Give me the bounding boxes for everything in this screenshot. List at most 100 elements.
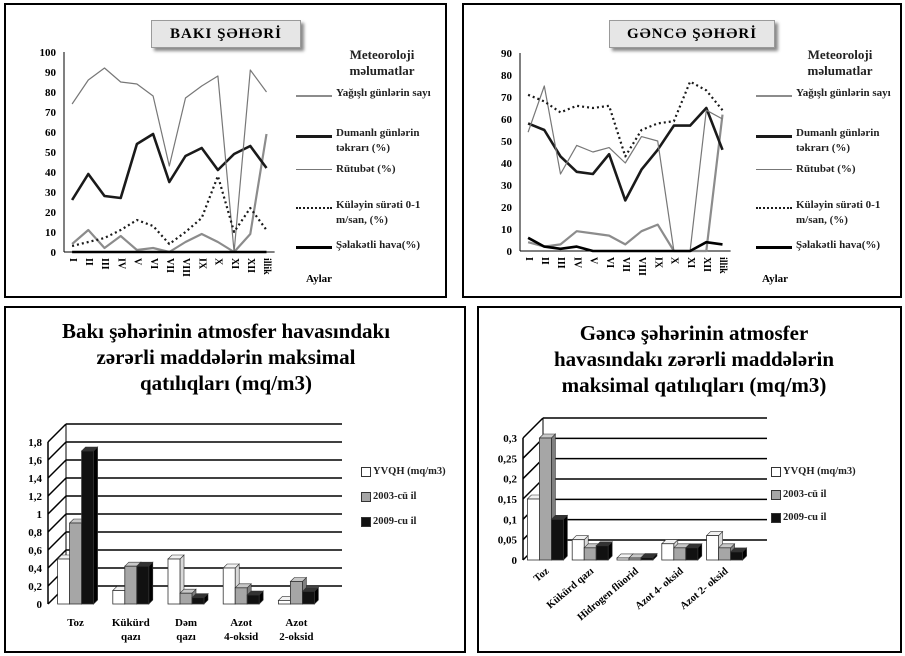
y-tick-label: 0,05 — [498, 535, 518, 547]
legend-line-rainy-days — [756, 95, 792, 97]
gridline — [47, 531, 67, 551]
bar-hidrogen-fl-orid-2009-cu-il — [640, 557, 654, 561]
x-tick-label: IX — [196, 258, 207, 270]
x-tick-label: XII — [245, 258, 256, 273]
x-tick-label: X — [669, 257, 680, 265]
y-tick-label: 50 — [45, 147, 57, 159]
series-line-r-tub-t — [71, 67, 267, 253]
y-tick-label: 1,4 — [28, 473, 42, 485]
bar-k-k-rd-qaz-2009-cu-il — [595, 545, 609, 561]
y-tick-label: 0 — [512, 555, 518, 567]
legend-line-foggy-days — [756, 135, 792, 138]
y-tick-label: 20 — [45, 207, 57, 219]
gridline — [47, 459, 67, 479]
legend-line-rainy-days — [296, 95, 332, 97]
x-tick-label: XI — [685, 257, 696, 268]
legend-label-humidity: Rütubət (%) — [796, 163, 856, 175]
legend-item-yvqh: YVQH (mq/m3) — [361, 466, 446, 477]
legend-label-humidity: Rütubət (%) — [336, 163, 396, 175]
y-tick-label: 0,3 — [503, 433, 517, 445]
y-tick-label: 10 — [501, 224, 513, 236]
legend-line-wind-speed — [756, 207, 792, 209]
gence-meteo-chart: GƏNCƏ ŞƏHƏRİ 0 10 20 30 40 50 60 70 80 90 I II III IV… — [462, 3, 902, 298]
y-tick-label: 30 — [501, 180, 513, 192]
bar-side — [563, 514, 568, 561]
x-tick-label: Toz — [532, 566, 552, 585]
legend-line-hazardous-weather — [296, 246, 332, 249]
x-tick-label: XI — [229, 258, 240, 269]
x-axis-label: Aylar — [306, 273, 333, 285]
bar-azot-2-oksid-yvqh-mq-m3 — [706, 535, 720, 561]
bar-azot-4-oksid-2003-c-il — [234, 587, 248, 605]
legend-line-humidity — [296, 169, 332, 170]
y-tick-label: 0 — [507, 246, 513, 258]
x-axis-label: Aylar — [762, 273, 789, 285]
legend-label-wind-speed: Küləyin sürəti 0-1 m/san, (%) — [336, 199, 421, 226]
x-tick-label: VII — [164, 258, 175, 273]
gence-pollutants-chart: Gəncə şəhərinin atmosfer havasındakı zər… — [477, 306, 902, 653]
y-tick-label: 1,8 — [28, 437, 42, 449]
bar-hidrogen-fl-orid-2003-c-il — [628, 557, 642, 561]
legend-line-wind-speed — [296, 207, 332, 209]
y-tick-label: 60 — [45, 127, 57, 139]
legend-label-2009: 2009-cu il — [373, 516, 417, 527]
y-tick-label: 0,2 — [28, 581, 42, 593]
legend-label-foggy-days: Dumanlı günlərin təkrarı (%) — [336, 127, 420, 154]
bar-azot-4-oksid-yvqh-mq-m3 — [661, 543, 675, 561]
y-tick-label: 0 — [37, 599, 43, 611]
series-line-dumanl-g-nl-rin-t-krar — [527, 106, 724, 202]
y-tick-label: 0,8 — [28, 527, 42, 539]
legend-item-2003: 2003-cü il — [361, 491, 416, 502]
baki-pollutants-chart: Bakı şəhərinin atmosfer havasındakı zərə… — [4, 306, 466, 653]
y-tick-label: 40 — [501, 158, 513, 170]
bar-hidrogen-fl-orid-yvqh-mq-m3 — [616, 557, 630, 561]
y-tick-label: 1,6 — [28, 455, 42, 467]
legend-line-foggy-days — [296, 135, 332, 138]
y-tick-label: 30 — [45, 187, 57, 199]
x-tick-label: IX — [652, 257, 663, 269]
bar-side — [148, 561, 154, 605]
legend-label-hazardous-weather: Şəlakətli hava(%) — [336, 239, 421, 251]
chart-title: GƏNCƏ ŞƏHƏRİ — [609, 20, 775, 48]
legend-swatch-2009 — [771, 512, 781, 523]
series-line-k-l-yin-s-r-ti-0-1-m-san — [71, 174, 268, 248]
chart-title: Gəncə şəhərinin atmosfer havasındakı zər… — [554, 321, 834, 397]
bar-azot-2-oksid-2003-c-il — [718, 547, 732, 561]
legend-line-hazardous-weather — [756, 246, 792, 249]
series-line-dumanl-g-nl-rin-t-krar — [70, 132, 268, 201]
gridline — [47, 513, 67, 533]
x-tick-label: V — [132, 258, 143, 266]
x-tick-label: V — [588, 257, 599, 265]
bar-toz-2003-c-il — [69, 522, 82, 605]
legend-label-2003: 2003-cü il — [373, 491, 417, 502]
legend-item-2003: 2003-cü il — [771, 489, 826, 500]
x-tick-label: VIII — [180, 258, 191, 277]
y-tick-label: 1 — [37, 509, 43, 521]
x-tick-label: XII — [701, 257, 712, 272]
x-tick-label: VIII — [636, 257, 647, 276]
y-tick-label: 90 — [501, 48, 513, 60]
legend-label-yvqh: YVQH (mq/m3) — [373, 466, 446, 477]
legend-title: Meteoroloji məlumatlar — [349, 47, 415, 78]
x-tick-label: III — [99, 258, 110, 270]
bar-k-k-rd-qaz-2003-c-il — [124, 565, 138, 605]
y-tick-label: 100 — [40, 47, 57, 59]
bar-azot-2-oksid-2009-cu-il — [730, 551, 744, 561]
bar-toz-2009-cu-il — [551, 518, 564, 561]
y-tick-label: 0,4 — [28, 563, 42, 575]
legend-swatch-yvqh — [771, 466, 781, 477]
chart-title: BAKI ŞƏHƏRİ — [151, 20, 301, 48]
legend-label-2003: 2003-cü il — [783, 489, 827, 500]
y-tick-label: 60 — [501, 114, 513, 126]
y-tick-label: 50 — [501, 136, 513, 148]
x-tick-label: IV — [571, 257, 582, 269]
y-tick-label: 80 — [45, 87, 57, 99]
bar-azot-4-oksid-2009-cu-il — [685, 547, 699, 561]
bar-side — [93, 446, 98, 605]
chart-title: Bakı şəhərinin atmosfer havasındakı zərə… — [61, 319, 391, 395]
gridline — [47, 477, 67, 497]
gridline — [522, 417, 544, 439]
y-tick-label: 10 — [45, 227, 57, 239]
